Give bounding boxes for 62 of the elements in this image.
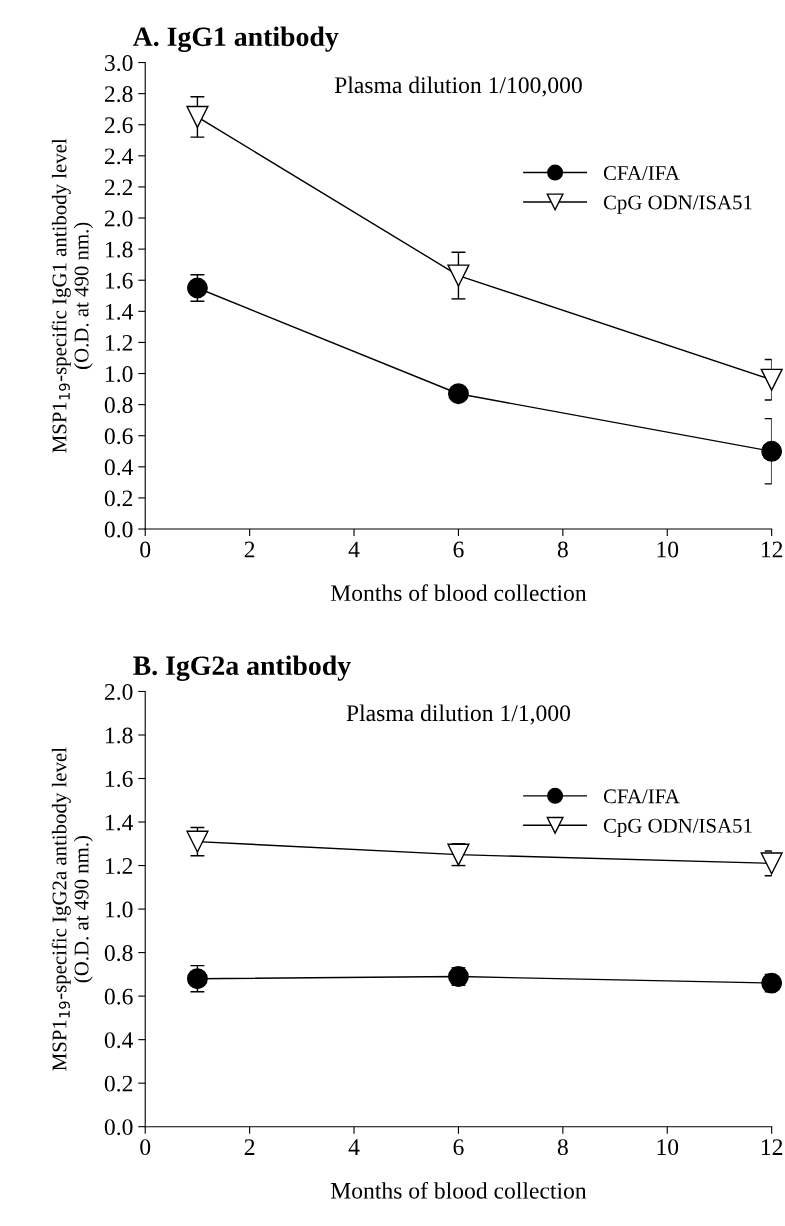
y-tick-label: 2.0: [104, 210, 133, 227]
point: [760, 368, 783, 391]
x-tick-label: 4: [348, 541, 360, 558]
y-tick-label: 0.8: [104, 945, 133, 962]
chart-title: A. IgG1 antibody: [132, 26, 339, 52]
legend-label: CpG ODN/ISA51: [603, 818, 752, 838]
point: [187, 968, 208, 990]
y-tick-label: 2.2: [104, 179, 133, 196]
x-tick-label: 10: [657, 541, 679, 558]
y-tick-label: 1.6: [105, 771, 133, 788]
point: [186, 105, 209, 129]
y-tick-label: 1.0: [105, 366, 133, 383]
y-tick-label: 1.8: [105, 727, 133, 744]
y-tick-label: 1.2: [105, 858, 133, 875]
point: [761, 972, 783, 994]
y-axis-title: MSP1$_{19}$-specific IgG2a antibody level (O.D. at 490 nm.): [51, 747, 93, 1071]
y-tick-label: 0.0: [104, 1119, 133, 1136]
x-tick-label: 12: [761, 1139, 783, 1155]
y-tick-label: 0.4: [104, 1032, 134, 1049]
y-tick-label: 1.6: [105, 272, 133, 289]
legend-label: CpG ODN/ISA51: [603, 195, 752, 214]
legend-label: CFA/IFA: [603, 166, 680, 181]
x-axis-title: Months of blood collection: [330, 1181, 587, 1199]
x-tick-label: 6: [453, 1139, 464, 1156]
annotation: Plasma dilution 1/1,000: [346, 704, 571, 725]
x-tick-label: 8: [557, 541, 568, 558]
chart-title: B. IgG2a antibody: [133, 655, 351, 681]
x-tick-label: 10: [657, 1139, 679, 1156]
y-tick-label: 0.8: [104, 397, 133, 414]
y-tick-label: 1.8: [105, 241, 133, 258]
x-tick-label: 8: [557, 1139, 568, 1156]
x-tick-label: 0: [140, 1139, 151, 1156]
y-tick-label: 0.6: [104, 428, 133, 445]
y-tick-label: 1.0: [105, 901, 133, 918]
y-tick-label: 1.4: [105, 303, 134, 320]
y-tick-label: 1.4: [105, 814, 134, 831]
y-tick-label: 2.6: [104, 117, 133, 134]
y-tick-label: 0.0: [104, 521, 133, 538]
y-tick-label: 0.6: [104, 988, 133, 1005]
y-tick-label: 0.2: [104, 1075, 133, 1092]
y-tick-label: 2.4: [104, 148, 134, 165]
y-tick-label: 1.2: [105, 334, 133, 351]
point: [186, 830, 209, 853]
point: [761, 440, 783, 462]
y-axis-title: MSP1$_{19}$-specific IgG1 antibody level (O.D. at 490 nm.): [51, 138, 93, 453]
x-tick-label: 6: [453, 541, 464, 558]
point: [448, 383, 469, 405]
x-tick-label: 2: [244, 1139, 255, 1155]
y-tick-label: 3.0: [105, 55, 133, 72]
x-tick-label: 4: [348, 1139, 360, 1155]
y-tick-label: 0.2: [104, 490, 133, 507]
x-tick-label: 2: [244, 541, 255, 558]
x-tick-label: 0: [140, 541, 151, 558]
annotation: Plasma dilution 1/100,000: [334, 76, 582, 97]
legend-label: CFA/IFA: [603, 789, 680, 804]
x-tick-label: 12: [761, 541, 783, 558]
y-tick-label: 2.0: [104, 683, 133, 700]
point: [760, 852, 783, 875]
y-tick-label: 2.8: [104, 86, 133, 103]
point: [447, 264, 470, 287]
y-tick-label: 0.4: [104, 459, 134, 476]
x-axis-title: Months of blood collection: [330, 584, 587, 602]
